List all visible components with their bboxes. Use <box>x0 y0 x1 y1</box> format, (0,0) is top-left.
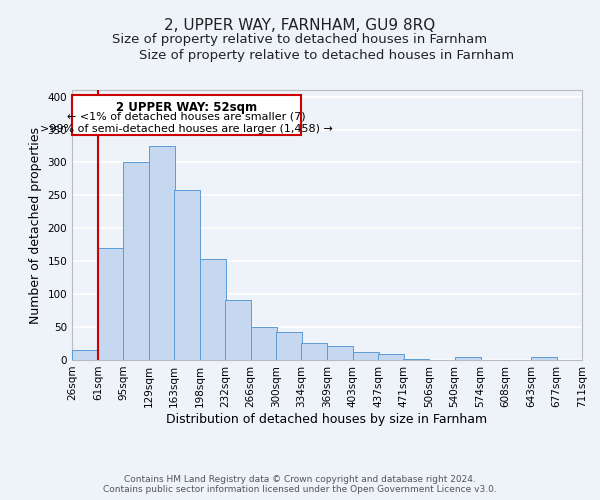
Bar <box>226 300 251 360</box>
Bar <box>301 343 328 360</box>
Bar <box>149 146 175 360</box>
Bar <box>200 259 226 360</box>
Text: 2 UPPER WAY: 52sqm: 2 UPPER WAY: 52sqm <box>116 100 257 114</box>
Title: Size of property relative to detached houses in Farnham: Size of property relative to detached ho… <box>139 50 515 62</box>
Text: Contains HM Land Registry data © Crown copyright and database right 2024.
Contai: Contains HM Land Registry data © Crown c… <box>103 474 497 494</box>
Bar <box>251 327 277 360</box>
Bar <box>124 162 149 360</box>
Bar <box>98 248 124 360</box>
Bar <box>378 354 404 360</box>
Text: Size of property relative to detached houses in Farnham: Size of property relative to detached ho… <box>112 32 488 46</box>
Text: 2, UPPER WAY, FARNHAM, GU9 8RQ: 2, UPPER WAY, FARNHAM, GU9 8RQ <box>164 18 436 32</box>
X-axis label: Distribution of detached houses by size in Farnham: Distribution of detached houses by size … <box>166 412 488 426</box>
Bar <box>455 358 481 360</box>
Bar <box>72 350 98 360</box>
FancyBboxPatch shape <box>72 96 301 135</box>
Bar <box>403 358 430 360</box>
Text: >99% of semi-detached houses are larger (1,458) →: >99% of semi-detached houses are larger … <box>40 124 333 134</box>
Text: ← <1% of detached houses are smaller (7): ← <1% of detached houses are smaller (7) <box>67 112 306 122</box>
Y-axis label: Number of detached properties: Number of detached properties <box>29 126 42 324</box>
Bar <box>532 358 557 360</box>
Bar <box>276 332 302 360</box>
Bar <box>353 352 379 360</box>
Bar <box>174 190 200 360</box>
Bar <box>328 346 353 360</box>
